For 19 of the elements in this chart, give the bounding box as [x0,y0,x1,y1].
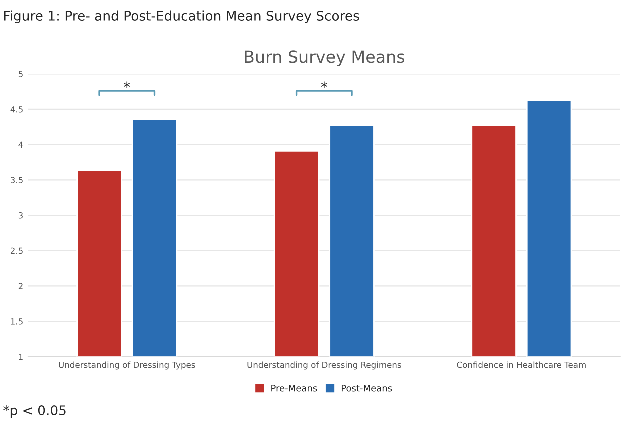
annotation: * [124,82,130,88]
chart-subtitle: Burn Survey Means [245,50,404,66]
y-tick-label: 4.5 [10,106,23,113]
x-tick-label: Confidence in Healthcare Team [457,362,586,368]
legend-label: Post-Means [342,385,392,392]
y-tick-label: 5 [18,71,23,78]
chart-title: Figure 1: Pre- and Post-Education Mean Survey Scores [4,10,360,24]
x-tick-label: Understanding of Dressing Types [59,362,196,370]
annotation: * [321,82,328,88]
y-tick-label: 3 [18,212,23,219]
y-tick-label: 2 [18,283,23,290]
x-tick-label: Understanding of Dressing Regimens [248,362,402,370]
y-tick-label: 3.5 [11,177,23,184]
y-tick-label: 1 [19,354,23,360]
y-tick-label: 1.5 [11,318,23,325]
text: *p < 0.05 [4,406,66,418]
y-tick-label: 4 [18,142,24,148]
y-tick-label: 2.5 [10,248,23,254]
legend-label: Pre-Means [272,385,318,392]
